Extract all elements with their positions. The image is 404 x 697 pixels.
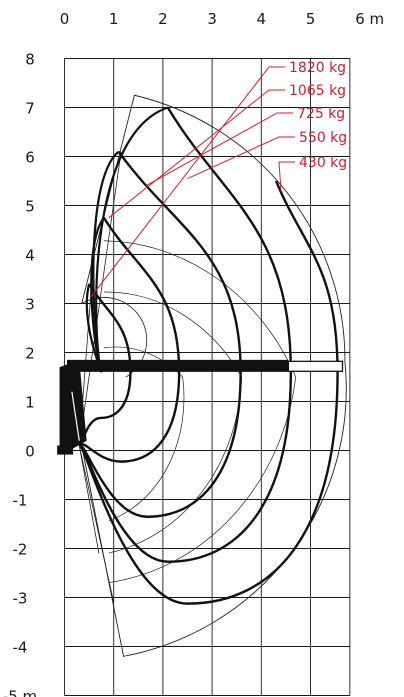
load-label: 725 kg xyxy=(297,106,345,122)
load-curve xyxy=(78,283,132,447)
load-curve-inner xyxy=(95,106,169,373)
x-tick-label: 2 xyxy=(158,10,168,28)
y-tick-label: 4 xyxy=(25,247,35,265)
load-label: 550 kg xyxy=(299,130,347,146)
x-tick-label: 5 xyxy=(306,10,316,28)
guide-arc xyxy=(103,240,297,378)
x-tick-label: 4 xyxy=(257,10,267,28)
y-tick-label: -1 xyxy=(13,492,28,510)
load-indicator-line xyxy=(187,136,295,180)
working-envelope xyxy=(78,94,347,657)
load-curves xyxy=(78,106,339,605)
y-tick-label: 5 xyxy=(25,198,35,216)
load-curve xyxy=(78,180,339,605)
load-indicators xyxy=(91,66,295,297)
x-tick-label: 3 xyxy=(207,10,217,28)
y-tick-label: 6 xyxy=(25,149,35,167)
crane-base xyxy=(57,445,74,455)
y-tick-label: -5 m xyxy=(3,688,37,697)
column-detail xyxy=(71,391,80,441)
load-indicator-line xyxy=(108,89,285,219)
radial-guide xyxy=(78,445,115,603)
y-tick-label: 2 xyxy=(25,345,35,363)
radial-guide xyxy=(78,445,100,554)
load-curve xyxy=(78,150,242,518)
y-tick-label: 1 xyxy=(25,394,35,412)
load-label: 1065 kg xyxy=(289,83,346,99)
load-indicator-line xyxy=(145,112,293,187)
y-tick-label: -4 xyxy=(13,639,28,657)
guide-arc xyxy=(103,291,242,378)
y-tick-label: 7 xyxy=(25,100,35,118)
boom-main xyxy=(66,359,289,372)
guide-arc xyxy=(108,376,297,583)
load-indicator-line xyxy=(91,66,285,297)
y-tick-label: 3 xyxy=(25,296,35,314)
grid xyxy=(64,58,351,696)
x-tick-label: 0 xyxy=(60,10,70,28)
guide-arc xyxy=(108,376,185,521)
y-tick-label: -3 xyxy=(13,590,28,608)
y-tick-label: 8 xyxy=(25,51,35,69)
load-curve xyxy=(78,106,293,563)
envelope-outer-top xyxy=(81,94,346,363)
crane-column xyxy=(59,359,87,451)
load-label: 430 kg xyxy=(299,155,347,171)
x-tick-label: 1 xyxy=(109,10,119,28)
x-tick-label: 6 m xyxy=(355,10,384,28)
y-tick-label: 0 xyxy=(25,443,35,461)
boom-extension xyxy=(287,360,344,372)
load-indicator-line xyxy=(278,161,295,191)
guide-arc xyxy=(108,376,242,554)
y-tick-label: -2 xyxy=(13,541,28,559)
load-curve xyxy=(78,217,181,463)
load-label: 1820 kg xyxy=(289,60,346,76)
